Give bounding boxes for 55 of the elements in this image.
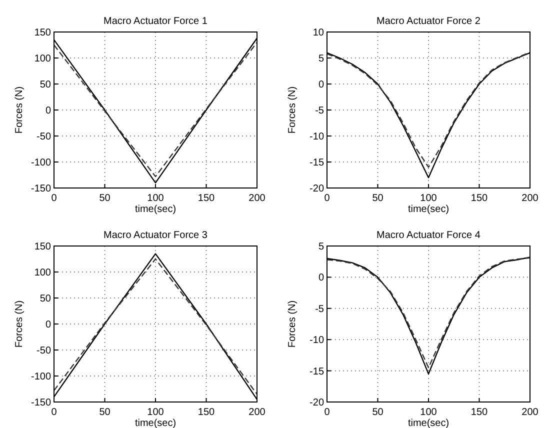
y-tick-label: -10 [310,132,324,142]
y-tick-label: 100 [34,268,52,278]
chart-title: Macro Actuator Force 3 [104,230,208,241]
y-axis-title: Forces (N) [287,86,298,134]
y-axis-title: Forces (N) [14,86,25,134]
y-axis-title: Forces (N) [14,300,25,348]
y-tick-label: 0 [45,320,52,330]
x-tick-label: 150 [198,193,216,204]
chart-title: Macro Actuator Force 1 [104,16,208,27]
y-tick-label: 100 [34,54,52,64]
y-tick-label: 0 [318,272,324,284]
x-axis-title: time(sec) [134,204,176,215]
x-tick-label: 150 [470,407,488,418]
y-tick-label: -20 [310,184,324,194]
x-tick-label: 200 [248,193,266,204]
x-axis-title: time(sec) [408,418,450,428]
x-tick-label: 150 [470,193,488,204]
y-tick-label: -100 [30,372,52,382]
x-tick-label: 200 [248,407,266,418]
x-tick-label: 100 [147,193,164,204]
x-tick-label: 50 [372,193,384,204]
chart-title: Macro Actuator Force 2 [376,16,481,27]
y-tick-label: -20 [310,398,324,408]
chart-title: Macro Actuator Force 4 [376,230,481,241]
y-tick-label: -150 [30,184,52,194]
y-tick-label: 150 [34,28,52,38]
x-tick-label: 200 [522,407,539,418]
y-tick-label: -100 [30,158,52,168]
x-axis-title: time(sec) [134,418,176,428]
y-tick-label: 50 [40,80,52,90]
x-tick-label: 100 [147,407,164,418]
x-axis-title: time(sec) [408,204,450,215]
y-axis-title: Forces (N) [287,300,298,348]
y-tick-label: -5 [315,106,324,116]
x-tick-label: 50 [372,407,384,418]
x-tick-label: 50 [99,407,111,418]
x-tick-label: 200 [522,193,539,204]
y-tick-label: -10 [310,335,324,346]
y-tick-label: 5 [318,54,324,64]
y-tick-label: -5 [315,304,324,315]
y-tick-label: -150 [30,398,52,408]
y-tick-label: 0 [45,106,52,116]
x-tick-label: 100 [420,193,438,204]
x-tick-label: 100 [420,407,438,418]
y-tick-label: -15 [310,366,324,378]
y-tick-label: -15 [310,158,324,168]
y-tick-label: 0 [318,80,324,90]
y-tick-label: 5 [318,242,324,252]
y-tick-label: 10 [312,28,324,38]
x-tick-label: 50 [99,193,111,204]
x-tick-label: 150 [198,407,216,418]
y-tick-label: -50 [36,132,52,142]
y-tick-label: 150 [34,242,52,252]
y-tick-label: -50 [36,346,52,356]
y-tick-label: 50 [40,294,52,304]
